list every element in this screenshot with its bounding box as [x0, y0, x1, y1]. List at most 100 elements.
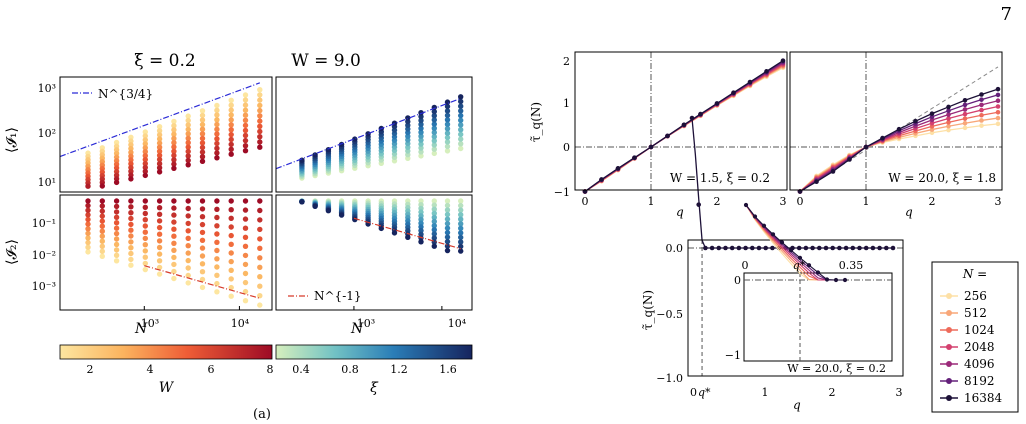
data-point: [113, 220, 120, 226]
panel-tau-right: [790, 52, 1002, 194]
data-point: [242, 122, 249, 129]
series-point: [995, 104, 1001, 109]
data-point: [128, 168, 134, 174]
label-tau-left: W = 1.5, ξ = 0.2: [670, 171, 770, 185]
data-point: [242, 216, 249, 222]
data-point: [257, 113, 263, 119]
data-point: [458, 198, 464, 204]
data-point: [228, 267, 234, 273]
data-point: [214, 214, 220, 221]
series-point: [803, 245, 809, 251]
data-point: [431, 129, 437, 136]
data-point: [431, 125, 437, 131]
inset-plot: [743, 202, 892, 361]
series-point: [913, 118, 918, 124]
series-point: [736, 245, 742, 251]
series-point: [615, 166, 621, 171]
data-point: [228, 131, 234, 138]
series-point: [830, 245, 835, 251]
data-point: [228, 127, 234, 133]
series-point: [716, 245, 722, 251]
cb-xi-tick-16: 1.6: [439, 363, 457, 376]
data-point: [458, 127, 464, 133]
data-point: [185, 122, 191, 128]
data-point: [431, 142, 437, 148]
data-point: [228, 250, 234, 256]
cb-xi-label: ξ: [370, 380, 379, 396]
data-point: [113, 139, 120, 146]
data-point: [242, 112, 249, 118]
data-point: [156, 271, 163, 277]
series-point: [810, 245, 815, 251]
series-point: [929, 127, 935, 132]
data-point: [444, 148, 451, 154]
fit-line: [353, 217, 461, 250]
data-point: [185, 220, 191, 227]
series-point: [890, 245, 896, 251]
xtick-tr-3: 3: [995, 195, 1002, 208]
data-point: [431, 117, 437, 123]
data-point: [257, 118, 263, 124]
series-point: [747, 79, 753, 85]
data-point: [171, 123, 177, 129]
data-point: [185, 140, 191, 146]
data-point: [431, 150, 437, 157]
data-point: [171, 254, 177, 261]
n-legend-swatch: [946, 344, 952, 350]
data-point: [171, 212, 177, 218]
data-point: [128, 239, 134, 245]
inset-tick-0: 0: [742, 259, 749, 272]
data-point: [199, 135, 206, 142]
data-point: [418, 216, 424, 223]
data-point: [444, 126, 451, 132]
xtick-tl-1: 1: [648, 195, 655, 208]
series-point: [632, 155, 637, 160]
xtick-tr-0: 0: [797, 195, 804, 208]
data-point: [156, 140, 163, 146]
data-point: [185, 265, 191, 271]
inset-point: [743, 202, 749, 208]
colorbar-w: [59, 344, 273, 360]
data-point: [156, 258, 163, 264]
data-point: [228, 232, 234, 239]
data-point: [156, 198, 163, 204]
data-point: [113, 230, 120, 237]
inset-point: [761, 223, 767, 228]
data-point: [257, 302, 263, 308]
data-point: [156, 169, 163, 175]
data-point: [458, 243, 464, 250]
data-point: [418, 205, 424, 212]
series-point: [962, 111, 968, 117]
data-point: [214, 247, 220, 254]
data-point: [185, 243, 191, 249]
data-point: [242, 198, 249, 204]
data-point: [242, 92, 249, 98]
data-point: [444, 220, 451, 227]
data-point: [458, 136, 464, 142]
data-point: [113, 258, 120, 264]
data-point: [142, 266, 148, 273]
data-point: [405, 137, 411, 143]
data-point: [171, 275, 177, 282]
inset-point: [833, 277, 839, 283]
data-point: [113, 225, 120, 231]
data-point: [458, 239, 464, 245]
series-point: [599, 177, 604, 182]
right-figure: τ̃_q(N) τ̃_q(N) −1 0 1 2 0 1 2 3 q 0 1 2…: [529, 51, 1019, 413]
cb-w-tick-2: 2: [87, 363, 94, 376]
panel-bottom-left: [85, 198, 263, 310]
data-point: [228, 141, 234, 148]
data-point: [85, 202, 91, 209]
ytick-b-m05: −0.5: [656, 308, 683, 321]
left-figure: ξ = 0.2 W = 9.0 ⟨𝓘₁⟩ ⟨𝓘₂⟩ 10¹ 10² 10³ 10…: [4, 51, 473, 422]
data-point: [257, 128, 263, 135]
data-point: [199, 284, 206, 291]
data-point: [199, 144, 206, 151]
series-point: [946, 104, 951, 110]
data-point: [128, 161, 134, 167]
series-point: [714, 101, 720, 106]
data-point: [418, 198, 424, 204]
data-point: [405, 152, 411, 158]
data-point: [142, 164, 148, 171]
data-point: [113, 150, 120, 157]
